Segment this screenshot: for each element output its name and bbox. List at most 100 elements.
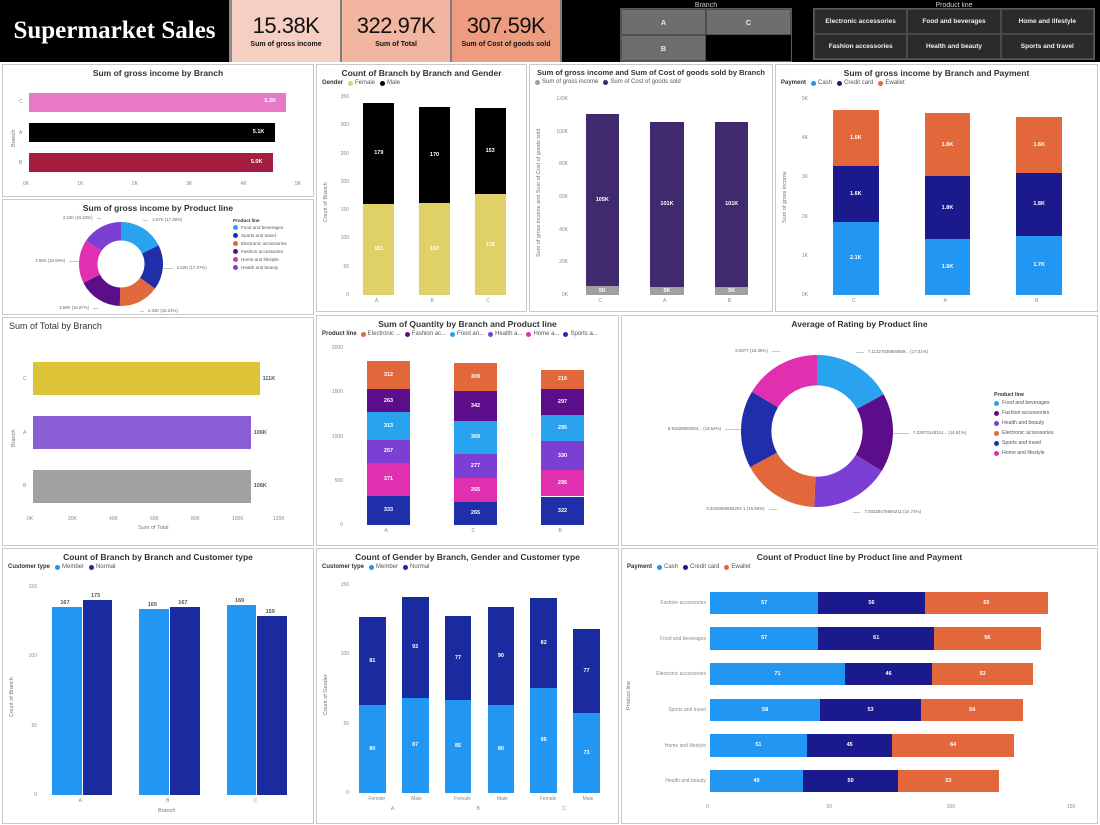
segment-Food and beverages-Ewallet[interactable]: 56 <box>934 627 1041 650</box>
chart-count-product-line-by-product-line-and-payment[interactable]: Count of Product line by Product line an… <box>621 548 1098 824</box>
segment-Female-Normal[interactable]: 81 <box>359 616 386 706</box>
segment-Health and beauty-Credit card[interactable]: 50 <box>803 770 899 793</box>
segment-A-Food and beverages[interactable]: 313 <box>366 412 411 440</box>
donut-slice-sports-and-travel[interactable] <box>140 245 164 289</box>
slicer-option-fashion-accessories[interactable]: Fashion accessories <box>814 34 908 59</box>
segment-Fashion accessories-Credit card[interactable]: 56 <box>818 591 925 614</box>
segment-Food and beverages-Cash[interactable]: 57 <box>710 627 819 650</box>
slicer-option-food-and-beverages[interactable]: Food and beverages <box>907 9 1001 34</box>
segment-Home and lifestyle-Credit card[interactable]: 45 <box>806 734 893 757</box>
legend-item-member[interactable]: Member <box>369 564 398 570</box>
segment-C-Food and beverages[interactable]: 369 <box>453 420 498 454</box>
segment-Male-Member[interactable]: 87 <box>401 697 429 793</box>
chart-gross-income-by-branch[interactable]: Sum of gross income by Branch C 5.3K A 5.1K… <box>2 64 314 197</box>
slicer-option-electronic-accessories[interactable]: Electronic accessories <box>814 9 908 34</box>
legend-item-electronic-accessories[interactable]: Electronic accessories <box>994 430 1054 436</box>
segment-A-Male[interactable]: 179 <box>363 102 395 204</box>
legend-item-ewallet[interactable]: Ewallet <box>724 564 751 570</box>
legend-item-member[interactable]: Member <box>55 564 84 570</box>
legend-item-food-and-beverages[interactable]: Food and beverages <box>233 225 287 230</box>
legend-item-sports-and-travel[interactable]: Sports a... <box>563 331 598 337</box>
legend-item-male[interactable]: Male <box>380 80 400 86</box>
segment-C-Sports and travel[interactable]: 265 <box>453 501 498 525</box>
slicer-branch-option-a[interactable]: A <box>621 9 706 35</box>
segment-C-Credit card[interactable]: 1.6K <box>832 165 879 222</box>
segment-A-Fashion accessories[interactable]: 263 <box>366 388 411 413</box>
chart-count-branch-by-branch-and-gender[interactable]: Count of Branch by Branch and Gender Gen… <box>316 64 527 312</box>
donut-slice-food-and-beverages[interactable] <box>121 222 159 254</box>
legend-item-ewallet[interactable]: Ewallet <box>878 80 905 86</box>
segment-Sports and travel-Credit card[interactable]: 53 <box>820 698 921 721</box>
legend-item-fashion-accessories[interactable]: Fashion ac... <box>404 331 446 337</box>
segment-Sports and travel-Cash[interactable]: 58 <box>710 698 821 721</box>
segment-Fashion accessories-Cash[interactable]: 57 <box>710 591 819 614</box>
donut-slice-fashion-accessories[interactable] <box>855 394 893 471</box>
legend-item-normal[interactable]: Normal <box>89 564 115 570</box>
bar-B-Normal[interactable] <box>170 607 200 795</box>
bar-A-Member[interactable] <box>52 607 82 795</box>
segment-A-Credit card[interactable]: 1.8K <box>924 176 971 239</box>
slicer-option-health-and-beauty[interactable]: Health and beauty <box>907 34 1001 59</box>
segment-C-Cash[interactable]: 2.1K <box>832 221 879 295</box>
bar-A[interactable] <box>33 415 251 450</box>
chart-count-gender-by-branch-gender-and-customer-type[interactable]: Count of Gender by Branch, Gender and Cu… <box>316 548 619 824</box>
segment-Home and lifestyle-Cash[interactable]: 51 <box>710 734 807 757</box>
slicer-branch-option-c[interactable]: C <box>706 9 791 35</box>
segment-B-Ewallet[interactable]: 1.6K <box>1016 116 1063 173</box>
chart-gross-income-and-cogs-by-branch[interactable]: Sum of gross income and Sum of Cost of g… <box>529 64 773 312</box>
segment-B-Sports and travel[interactable]: 322 <box>540 496 585 525</box>
segment-B-Health and beauty[interactable]: 330 <box>540 441 585 471</box>
legend-item-food-and-beverages[interactable]: Food an... <box>450 331 484 337</box>
chart-total-by-branch[interactable]: Sum of Total by Branch C 111K A 106K B 106K 0K… <box>2 317 314 546</box>
bar-B-Member[interactable] <box>139 609 169 795</box>
slicer-product-line[interactable]: Product line Electronic accessories Food… <box>810 0 1098 62</box>
segment-B-Home and lifestyle[interactable]: 295 <box>540 470 585 497</box>
legend-item-electronic-accessories[interactable]: Electronic accessories <box>233 241 287 246</box>
segment-B-Electronic accessories[interactable]: 216 <box>540 369 585 389</box>
legend-item-health-and-beauty[interactable]: Health and beauty <box>994 420 1054 426</box>
legend-item-home-and-lifestyle[interactable]: Home and lifestyle <box>233 257 287 262</box>
chart-quantity-by-branch-and-product-line[interactable]: Sum of Quantity by Branch and Product li… <box>316 315 619 546</box>
segment-C-Health and beauty[interactable]: 277 <box>453 453 498 479</box>
segment-Female-Member[interactable]: 96 <box>530 687 558 793</box>
legend-item-normal[interactable]: Normal <box>403 564 429 570</box>
legend-item-health-and-beauty[interactable]: Health and beauty <box>233 265 287 270</box>
segment-Female-Normal[interactable]: 82 <box>530 598 558 688</box>
bar-B[interactable] <box>33 469 251 503</box>
slicer-branch-option-b[interactable]: B <box>621 35 706 61</box>
slicer-option-sports-and-travel[interactable]: Sports and travel <box>1000 34 1094 59</box>
segment-Electronic accessories-Cash[interactable]: 71 <box>710 663 845 686</box>
legend-item-female[interactable]: Female <box>348 80 375 86</box>
segment-Female-Normal[interactable]: 77 <box>444 615 472 700</box>
bar-C[interactable] <box>33 362 260 396</box>
legend-item-fashion-accessories[interactable]: Fashion accessories <box>233 249 287 254</box>
legend-item-gross-income[interactable]: Sum of gross income <box>535 79 598 85</box>
kpi-card-total[interactable]: 322.97K Sum of Total <box>342 0 452 62</box>
segment-Electronic accessories-Ewallet[interactable]: 53 <box>932 663 1033 686</box>
segment-Male-Normal[interactable]: 92 <box>401 597 429 698</box>
bar-B[interactable] <box>29 153 273 173</box>
segment-A-Sum of Cost of goods sold[interactable]: 101K <box>650 121 684 287</box>
segment-B-Credit card[interactable]: 1.8K <box>1016 172 1063 236</box>
segment-C-Sum of gross income[interactable]: 5K <box>585 286 620 295</box>
legend-item-home-and-lifestyle[interactable]: Home a... <box>526 331 559 337</box>
segment-B-Sum of gross income[interactable]: 5K <box>714 286 749 295</box>
legend-item-electronic-accessories[interactable]: Electronic ... <box>360 331 401 337</box>
segment-B-Food and beverages[interactable]: 295 <box>540 415 585 442</box>
legend-item-health-and-beauty[interactable]: Health a... <box>488 331 522 337</box>
donut-slice-food-and-beverages[interactable] <box>817 355 884 410</box>
donut-slice-home-and-lifestyle[interactable] <box>751 355 817 408</box>
legend-item-credit-card[interactable]: Credit card <box>683 564 719 570</box>
segment-A-Female[interactable]: 161 <box>363 203 395 295</box>
segment-Fashion accessories-Ewallet[interactable]: 65 <box>924 591 1049 614</box>
segment-A-Cash[interactable]: 1.6K <box>924 239 971 295</box>
segment-A-Electronic accessories[interactable]: 312 <box>366 361 411 389</box>
chart-count-branch-by-branch-and-customer-type[interactable]: Count of Branch by Branch and Customer t… <box>2 548 314 824</box>
segment-A-Sports and travel[interactable]: 333 <box>366 495 411 525</box>
donut-slice-electronic-accessories[interactable] <box>750 452 816 507</box>
legend-item-cogs[interactable]: Sum of Cost of goods sold <box>603 79 681 85</box>
segment-Electronic accessories-Credit card[interactable]: 46 <box>844 663 933 686</box>
segment-Male-Member[interactable]: 80 <box>487 705 515 793</box>
segment-A-Home and lifestyle[interactable]: 371 <box>366 462 411 496</box>
donut-slice-home-and-lifestyle[interactable] <box>78 240 102 283</box>
